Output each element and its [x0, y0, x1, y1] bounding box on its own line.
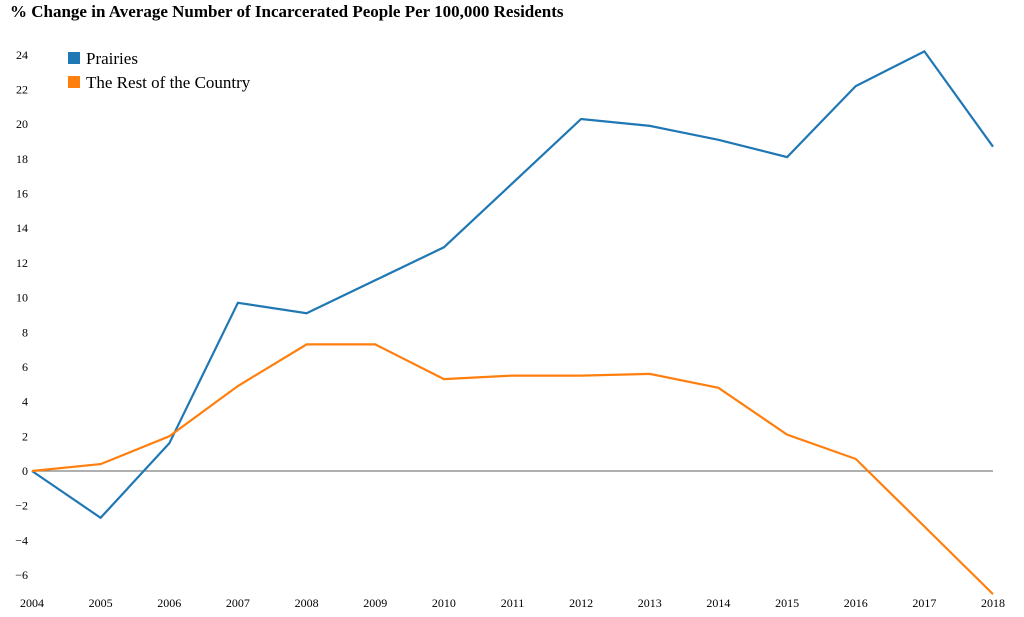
y-tick-label: 0: [22, 464, 28, 478]
x-tick-label: 2011: [501, 596, 525, 610]
y-tick-label: 22: [16, 83, 28, 97]
legend-label: The Rest of the Country: [86, 73, 251, 92]
x-tick-label: 2013: [638, 596, 662, 610]
x-tick-label: 2007: [226, 596, 250, 610]
y-tick-label: 2: [22, 429, 28, 443]
series-line-prairies: [31, 49, 994, 520]
x-tick-label: 2012: [569, 596, 593, 610]
x-tick-label: 2009: [363, 596, 387, 610]
y-tick-label: 14: [16, 221, 28, 235]
legend-swatch: [68, 76, 80, 88]
y-tick-label: −2: [15, 499, 28, 513]
y-tick-label: 10: [16, 291, 28, 305]
x-tick-label: 2010: [432, 596, 456, 610]
x-tick-label: 2004: [20, 596, 44, 610]
legend-swatch: [68, 52, 80, 64]
y-tick-label: 4: [22, 395, 28, 409]
y-tick-label: 12: [16, 256, 28, 270]
y-tick-label: 16: [16, 187, 28, 201]
x-tick-label: 2015: [775, 596, 799, 610]
y-tick-label: 6: [22, 360, 28, 374]
x-tick-label: 2016: [844, 596, 868, 610]
y-tick-label: 8: [22, 325, 28, 339]
x-tick-label: 2006: [157, 596, 181, 610]
y-tick-label: 18: [16, 152, 28, 166]
x-tick-label: 2005: [89, 596, 113, 610]
y-tick-label: 20: [16, 117, 28, 131]
legend-label: Prairies: [86, 49, 138, 68]
y-tick-label: −4: [15, 533, 28, 547]
y-tick-label: −6: [15, 568, 28, 582]
x-tick-label: 2014: [706, 596, 730, 610]
series-line-rest-of-country: [31, 343, 994, 595]
y-tick-label: 24: [16, 48, 28, 62]
x-tick-label: 2018: [981, 596, 1005, 610]
chart-title: % Change in Average Number of Incarcerat…: [10, 2, 564, 21]
x-tick-label: 2017: [912, 596, 936, 610]
x-tick-label: 2008: [295, 596, 319, 610]
